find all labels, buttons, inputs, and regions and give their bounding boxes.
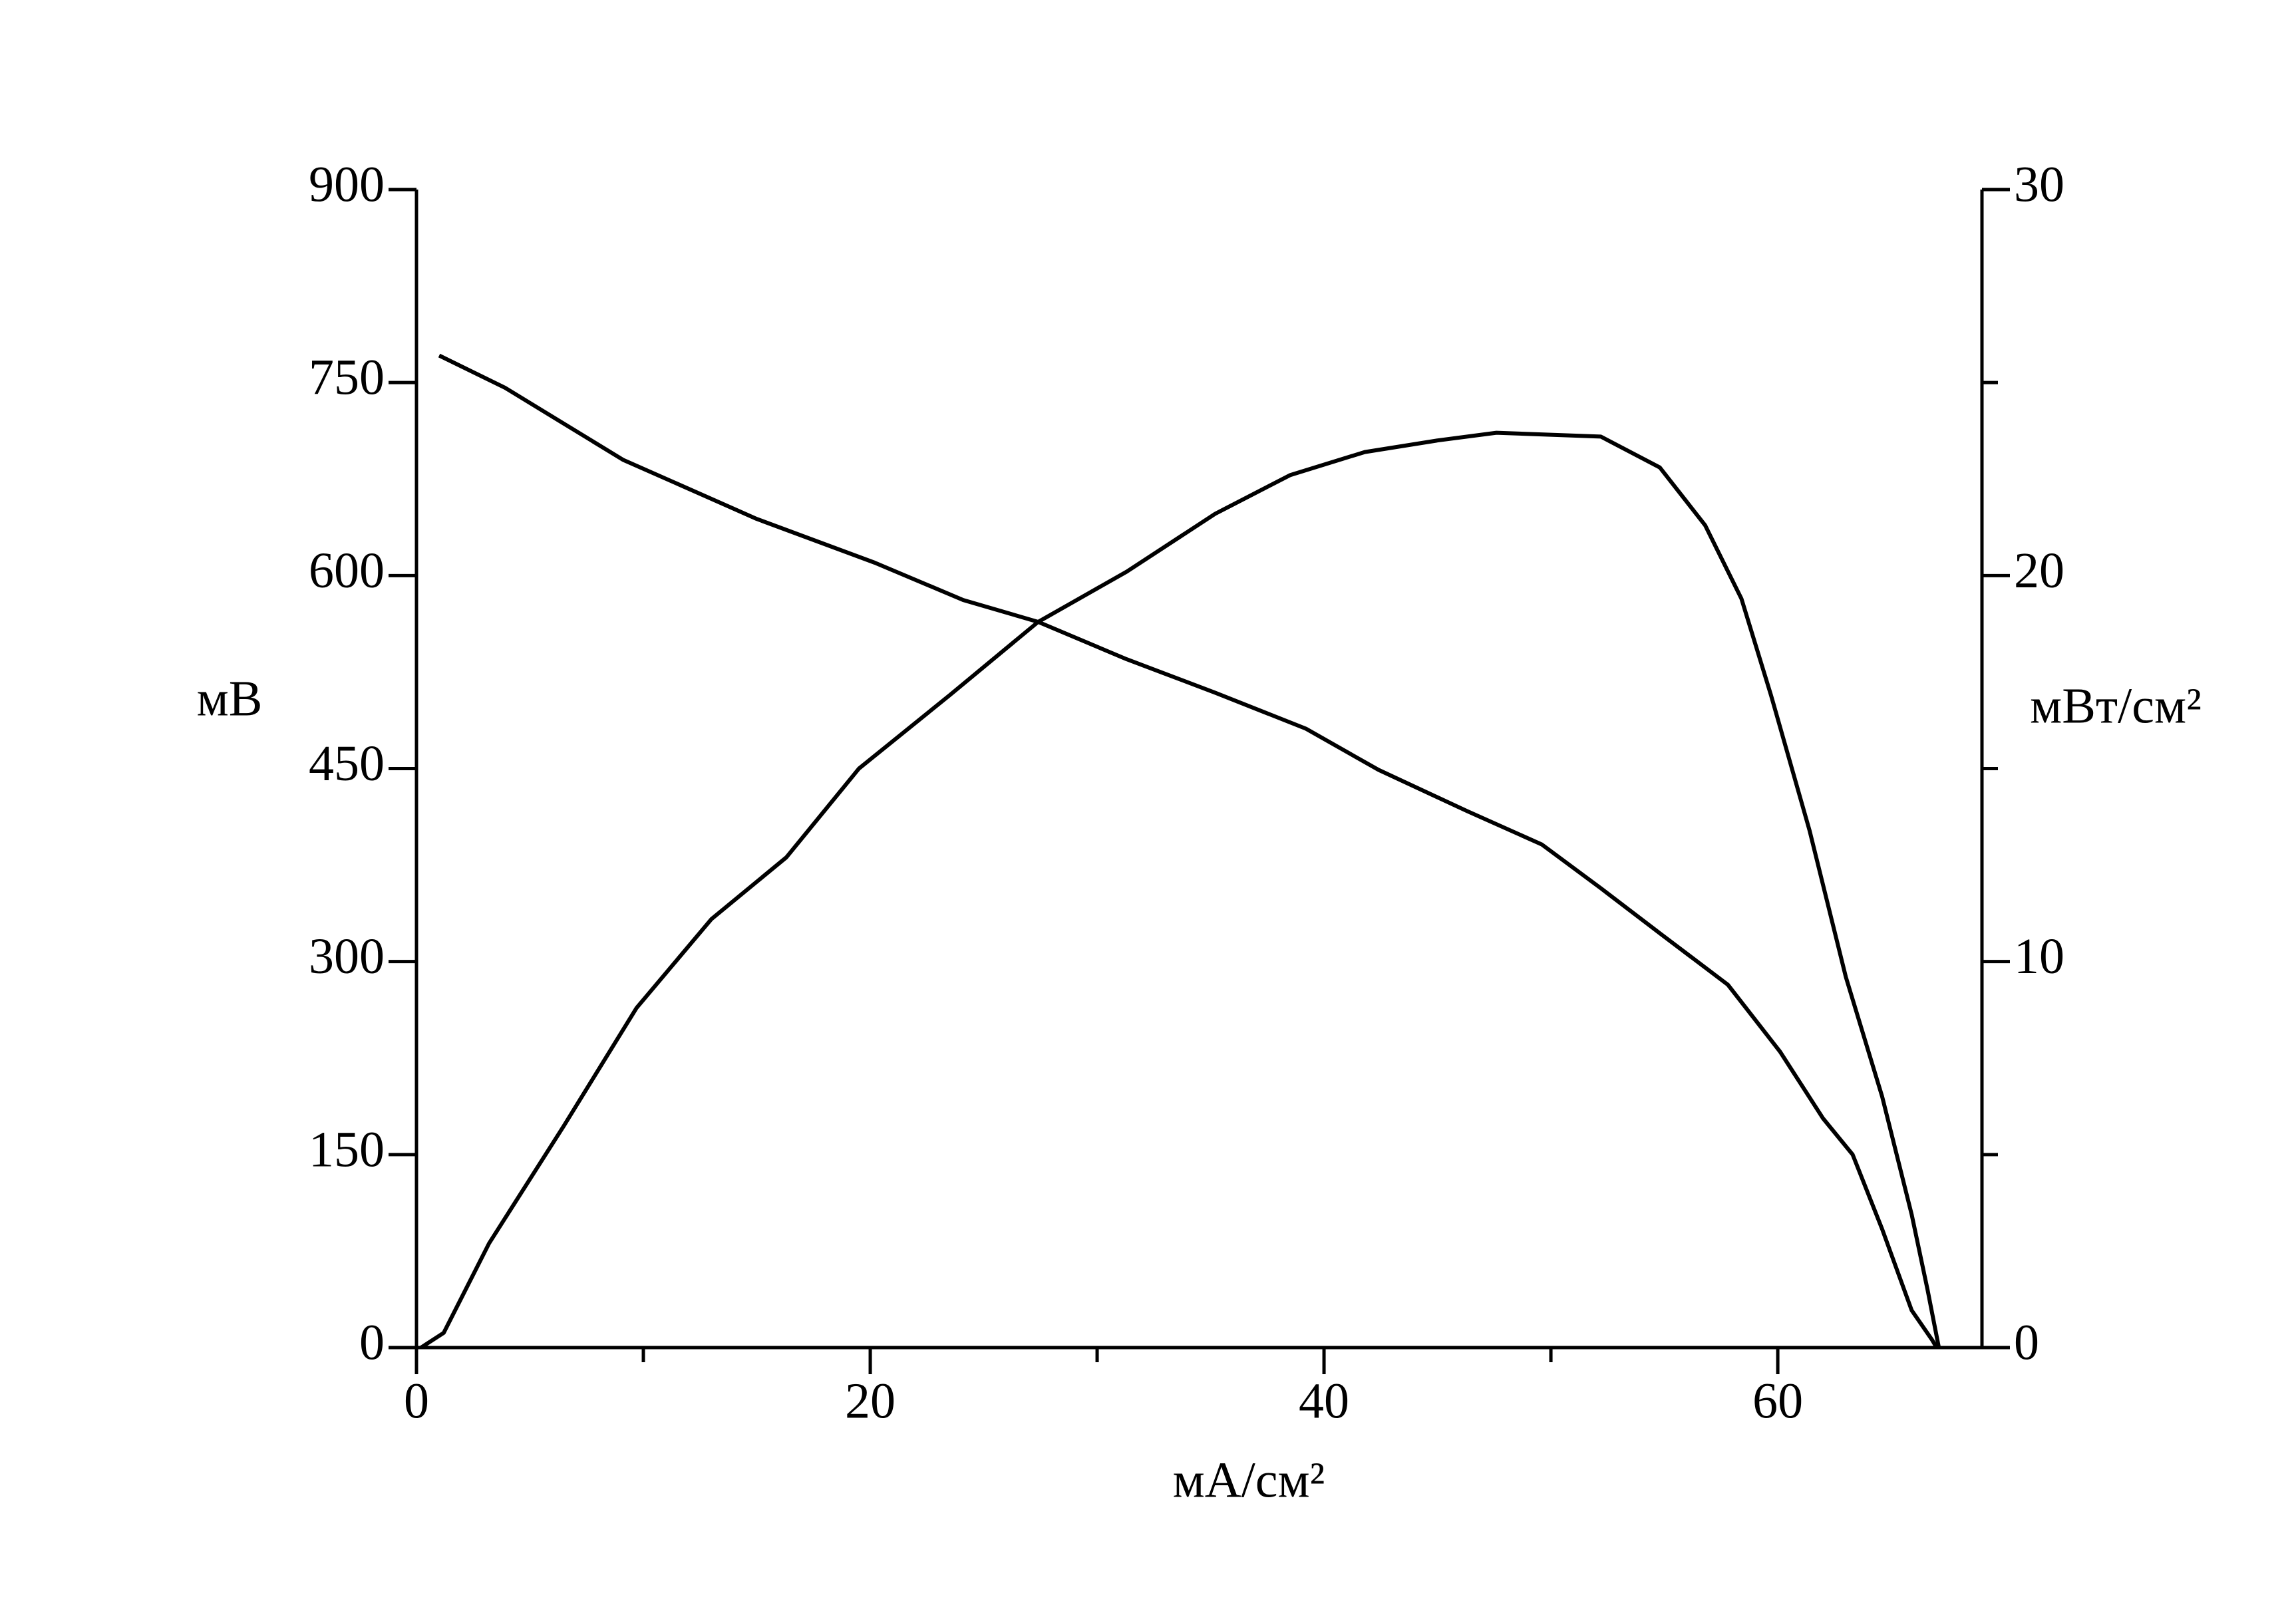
x-tick-label: 60 (1752, 1373, 1803, 1429)
data-line (420, 430, 1941, 1350)
y-axis-title: мВ (197, 670, 263, 726)
x-axis-title: мА/см² (1173, 1452, 1325, 1508)
y2-tick-label: 30 (2014, 156, 2064, 212)
x-tick-label: 0 (404, 1373, 429, 1429)
y-tick-label: 600 (309, 543, 385, 599)
y-tick-label: 300 (309, 929, 385, 984)
y-tick-label: 750 (309, 350, 385, 406)
x-tick-label: 40 (1299, 1373, 1349, 1429)
y-tick-label: 900 (309, 156, 385, 212)
y2-tick-label: 0 (2014, 1314, 2039, 1370)
y2-axis-title: мВт/см² (2030, 678, 2202, 734)
x-tick-label: 20 (845, 1373, 896, 1429)
data-line (438, 353, 1939, 1349)
y2-tick-label: 10 (2014, 929, 2064, 984)
y-tick-label: 150 (309, 1121, 385, 1177)
y-tick-label: 450 (309, 736, 385, 792)
y2-tick-label: 20 (2014, 543, 2064, 599)
y-tick-label: 0 (359, 1314, 385, 1370)
